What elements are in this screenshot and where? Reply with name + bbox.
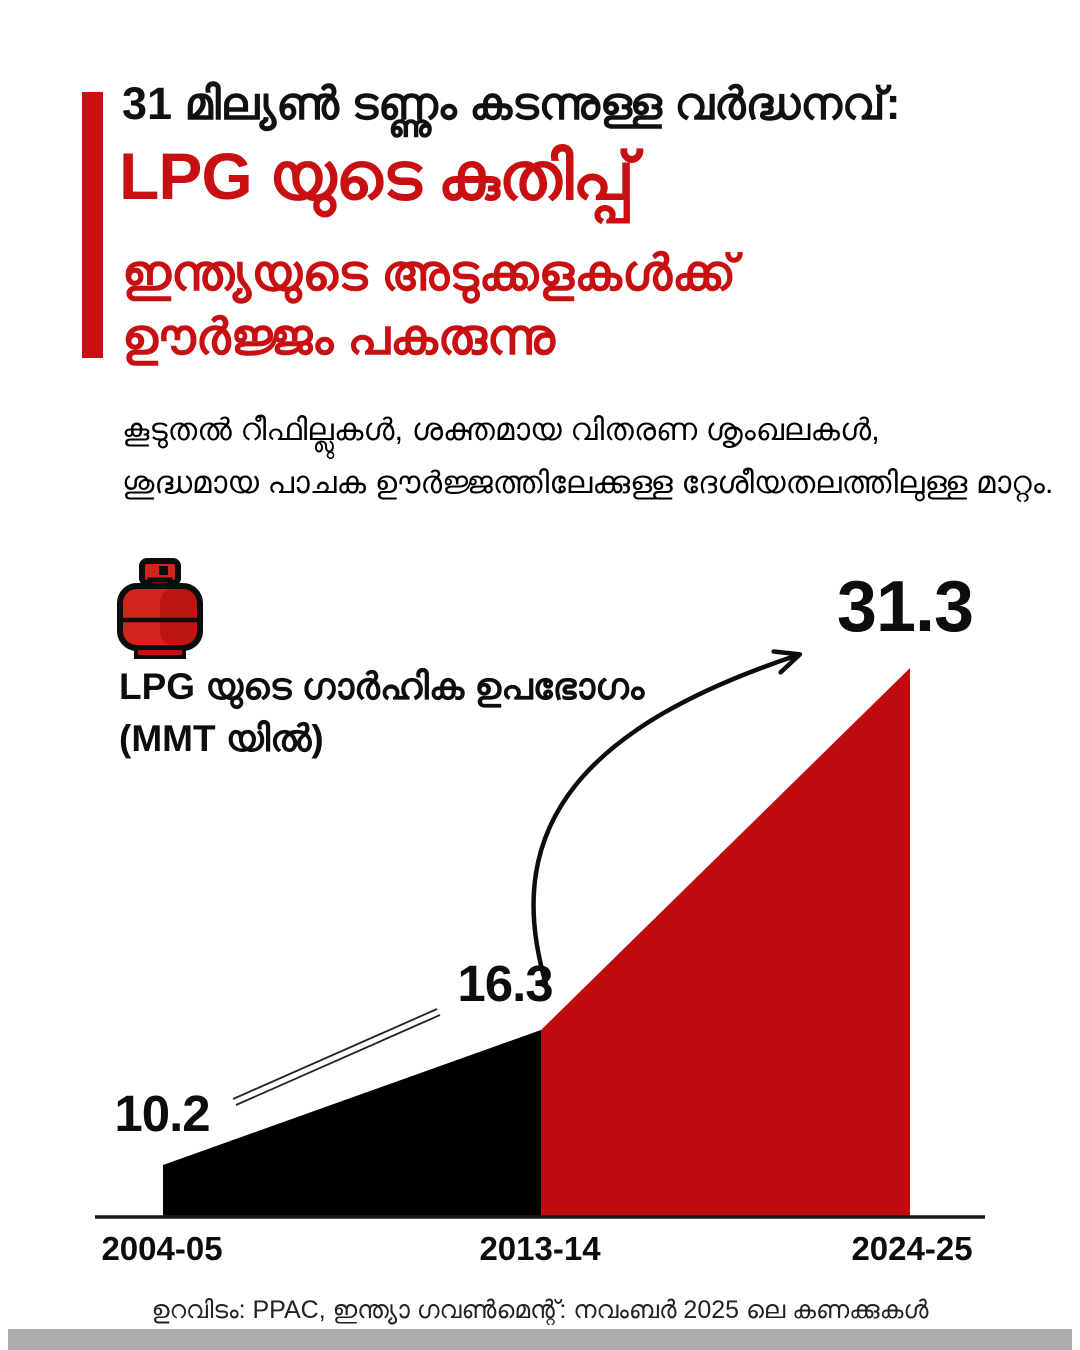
value-label-2013: 16.3	[457, 955, 553, 1012]
consumption-area-chart	[0, 560, 1080, 1230]
red-accent-bar	[82, 92, 103, 358]
subtitle-line-2: ഊർജ്ജം പകരുന്നു	[122, 309, 555, 365]
trend-leader-line	[232, 1008, 441, 1106]
x-tick-2004-05: 2004-05	[101, 1230, 223, 1267]
value-label-2024: 31.3	[836, 567, 974, 647]
lpg-cylinder-icon	[112, 556, 206, 662]
chart-title-line-2: (MMT യിൽ)	[119, 718, 324, 759]
bottom-gray-bar	[8, 1329, 1072, 1350]
area-black-segment	[163, 1030, 541, 1216]
x-tick-2013-14: 2013-14	[479, 1230, 601, 1267]
intro-line-1: കൂടുതൽ റീഫില്ലുകൾ, ശക്തമായ വിതരണ ശൃംഖലകൾ…	[122, 412, 880, 447]
intro-line-2: ശുദ്ധമായ പാചക ഊർജ്ജത്തിലേക്കുള്ള ദേശീയതല…	[122, 465, 1054, 500]
chart-title-line-1: LPG യുടെ ഗാർഹിക ഉപഭോഗം	[119, 666, 645, 707]
page-title: LPG യുടെ കുതിപ്പ്	[119, 139, 635, 213]
source-text: ഉറവിടം: PPAC, ഇന്ത്യാ ഗവൺമെന്റ്: നവംബർ 2…	[151, 1296, 929, 1324]
value-label-2004: 10.2	[114, 1085, 210, 1142]
kicker-text: 31 മില്യൺ ടണ്ണും കടന്നുള്ള വർദ്ധനവ്:	[122, 78, 901, 129]
area-red-segment	[541, 668, 910, 1216]
subtitle-line-1: ഇന്ത്യയുടെ അടുക്കളകൾക്ക്	[122, 245, 737, 301]
x-tick-2024-25: 2024-25	[851, 1230, 973, 1267]
growth-arrow	[531, 649, 803, 987]
